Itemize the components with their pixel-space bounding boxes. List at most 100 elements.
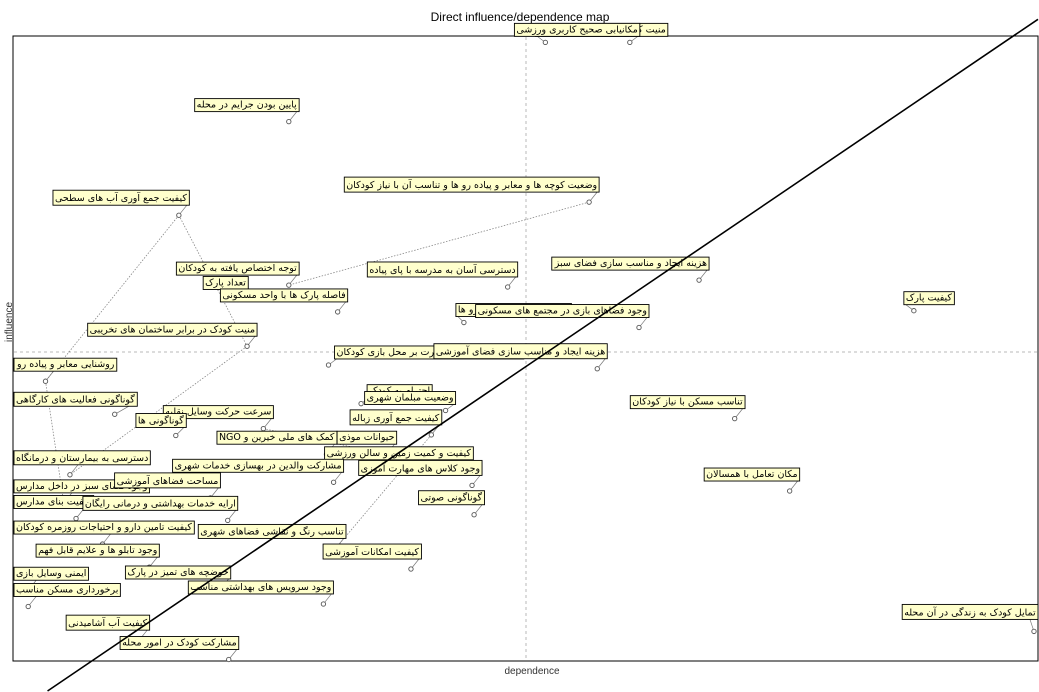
data-label-box xyxy=(349,409,443,426)
data-point xyxy=(594,366,600,372)
data-label: وجود فضاهای بازی در مجتمع های مسکونی xyxy=(475,304,650,318)
data-label: کیفیت جمع آوری زباله xyxy=(349,409,443,426)
data-label-box xyxy=(175,261,300,276)
connector-line xyxy=(69,345,248,476)
data-label: توجه اختصاص یافته به کودکان xyxy=(175,261,300,276)
data-point xyxy=(286,282,292,288)
data-label-box xyxy=(629,395,746,410)
data-label-text: حیوانات موذی xyxy=(339,432,395,443)
diagonal-trend-line xyxy=(47,18,1039,692)
data-label-box xyxy=(13,450,151,466)
data-label-text: سرعت حرکت وسایل نقلیه xyxy=(165,407,271,418)
data-label-text: هزینه ایجاد و مناسب سازی فضای سبز xyxy=(554,258,707,269)
data-label-text: پایین بودن جرایم در محله xyxy=(197,100,297,111)
data-label: تعداد پارک xyxy=(202,276,249,290)
data-label: مشارکت کودک در امور محله xyxy=(119,636,240,650)
data-label-text: وضعیت مبلمان شهری xyxy=(367,393,454,404)
data-label: کمک های ملی خیرین و NGO xyxy=(216,430,338,445)
chart-title: Direct influence/dependence map xyxy=(431,10,610,24)
data-label-text: ایمنی وسایل بازی xyxy=(16,568,86,579)
data-label-box xyxy=(87,322,258,337)
data-label-text: تناسب رنگ و نقاشی فضاهای شهری xyxy=(200,525,344,537)
connector-line xyxy=(45,214,180,382)
data-label-text: حوضچه های تمیز در پارک xyxy=(127,567,228,578)
data-label-text: کیفیت جمع آوری زباله xyxy=(352,411,440,424)
data-label-text: هزینه ایجاد و مناسب سازی فضای آموزشی xyxy=(436,345,605,358)
data-label-text: مکان تعامل با همسالان xyxy=(706,469,797,480)
data-points xyxy=(25,36,1037,663)
data-point xyxy=(627,39,633,46)
data-label-box xyxy=(13,566,89,581)
data-point xyxy=(911,308,917,314)
data-point xyxy=(25,603,31,610)
x-axis-label: dependence xyxy=(504,666,559,677)
data-label-box xyxy=(216,430,338,445)
data-label: ایمنی وسایل بازی xyxy=(13,566,89,581)
data-label-box xyxy=(703,467,801,482)
data-label-text: ارایه خدمات بهداشتی و درمانی رایگان xyxy=(85,497,236,509)
data-label-box xyxy=(13,520,195,535)
data-point xyxy=(636,324,642,331)
data-point xyxy=(461,319,467,326)
data-point xyxy=(358,401,364,407)
data-point xyxy=(732,415,738,422)
data-label-box xyxy=(366,261,519,278)
data-label: مساحت فضاهای آموزشی xyxy=(114,472,221,489)
connector-line xyxy=(288,201,590,286)
data-label: کیفیت پارک xyxy=(903,291,955,306)
data-label-text: تعداد پارک xyxy=(205,277,246,288)
data-label-box xyxy=(135,413,187,428)
data-point xyxy=(335,309,341,315)
data-label: دسترسی آسان به مدرسه با پای پیاده xyxy=(366,261,519,278)
data-label-box xyxy=(343,176,600,193)
data-label-box xyxy=(219,288,349,303)
data-label: سرعت حرکت وسایل نقلیه xyxy=(162,405,274,420)
data-label-text: کیفیت جمع آوری آب های سطحی xyxy=(55,191,187,204)
data-label-text: منیت کودک در برابر ساختمان های تخریبی xyxy=(90,324,255,335)
data-label: وجود سرویس های بهداشتی مناسب xyxy=(187,580,334,595)
data-label-box xyxy=(418,490,485,506)
data-point xyxy=(226,656,232,663)
data-label: برخورداری مسکن مناسب xyxy=(13,583,121,597)
data-label-text: کیفیت بنای مدارس xyxy=(16,496,92,507)
data-label-box xyxy=(475,304,650,318)
data-label: تناسب رنگ و نقاشی فضاهای شهری xyxy=(197,523,347,539)
data-point xyxy=(67,472,73,478)
data-label: فاصله پارک ها با واحد مسکونی xyxy=(219,288,349,303)
data-label-box xyxy=(322,543,422,560)
data-label-text: برخورداری مسکن مناسب xyxy=(16,584,118,595)
data-point xyxy=(330,479,337,485)
y-axis-label: influence xyxy=(4,302,15,342)
data-label: مکان تعامل با همسالان xyxy=(703,467,801,482)
data-point xyxy=(320,601,327,607)
data-label-box xyxy=(433,343,608,360)
data-label: وضعیت کوچه ها و معابر و پیاده رو ها و تن… xyxy=(343,176,600,193)
data-point xyxy=(696,277,702,283)
data-label-box xyxy=(901,603,1039,620)
data-label-text: مشارکت والدین در بهسازی خدمات شهری xyxy=(175,460,342,471)
data-label-text: وجود تابلو ها و علایم قابل فهم xyxy=(38,545,157,556)
data-label-text: گوناگونی ها xyxy=(138,414,184,426)
data-label: کیفیت تامین دارو و احتیاجات روزمره کودکا… xyxy=(13,520,195,535)
data-label: گوناگونی فعالیت های کارگاهی xyxy=(13,391,138,407)
data-label: تناسب مسکن با نیاز کودکان xyxy=(629,395,746,410)
data-point xyxy=(176,212,182,218)
data-label-text: مکانیابی صحیح کاربری ورزشی xyxy=(516,24,637,35)
data-label-box xyxy=(124,565,232,580)
data-label-box xyxy=(82,495,239,511)
data-label-box xyxy=(903,291,955,306)
data-label-text: وضعیت کوچه ها و معابر و پیاده رو ها و تن… xyxy=(346,178,597,191)
data-label-box xyxy=(364,391,457,405)
data-label-text: فاصله پارک ها با واحد مسکونی xyxy=(222,290,345,301)
label-leader xyxy=(114,405,129,415)
data-label-text: روشنایی معابر و پیاده رو xyxy=(16,359,115,370)
data-point xyxy=(112,411,118,417)
data-label: مشارکت والدین در بهسازی خدمات شهری xyxy=(172,458,345,473)
data-label: وجود تابلو ها و علایم قابل فهم xyxy=(35,543,160,558)
data-label-box xyxy=(13,583,121,597)
data-label: وجود کلاس های مهارت آموزی xyxy=(358,459,483,476)
data-label: هزینه ایجاد و مناسب سازی فضای آموزشی xyxy=(433,343,608,360)
data-point xyxy=(73,515,79,522)
data-label-text: وجود فضای سبز در داخل مدارس xyxy=(16,481,148,492)
data-label: کیفیت بنای مدارس xyxy=(13,495,95,509)
